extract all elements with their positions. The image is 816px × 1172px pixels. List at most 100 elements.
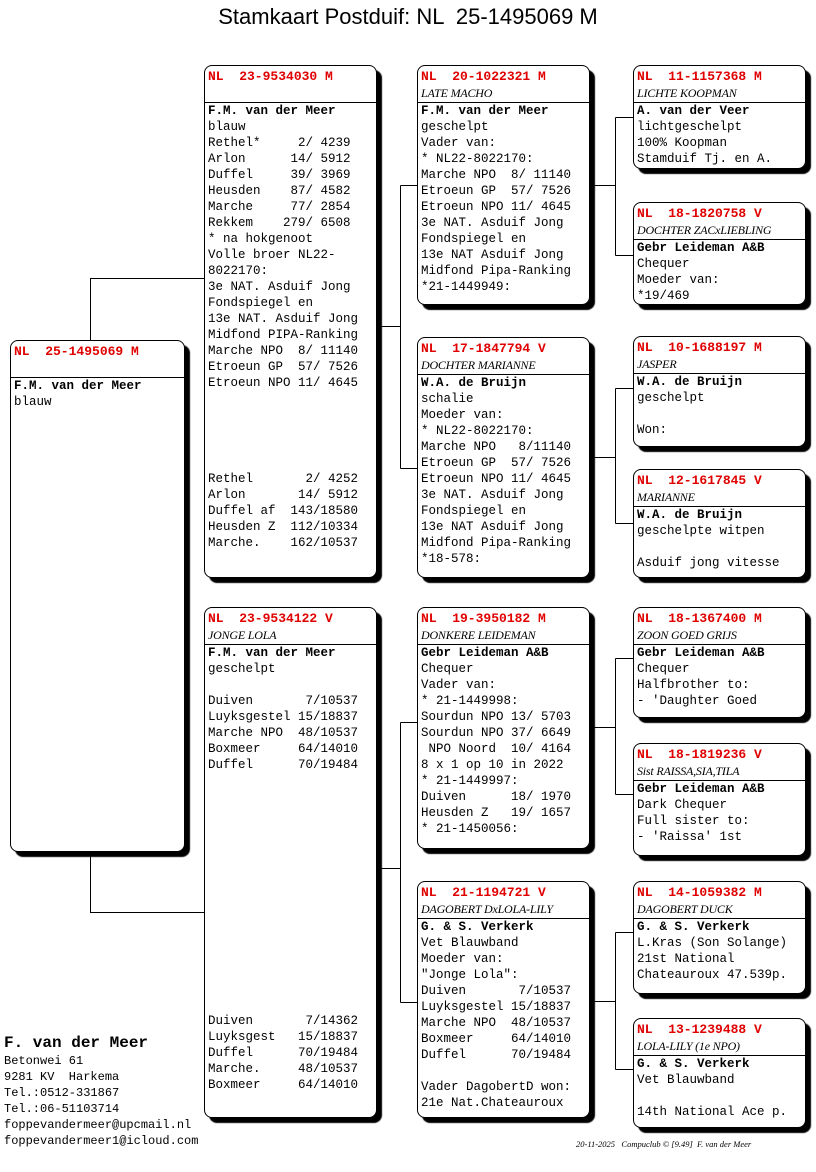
connector-sd-parents	[589, 388, 633, 524]
detail-line: Boxmeer 64/14010	[421, 1032, 572, 1046]
card-details: W.A. de Bruijn geschelpt Won:	[637, 374, 742, 438]
detail-line: blauw	[14, 395, 52, 409]
detail-line	[208, 837, 358, 853]
detail-line: Etroeun NPO 11/ 4645	[421, 472, 572, 486]
detail-line: Heusden Z 19/ 1657	[421, 806, 572, 820]
detail-line	[208, 949, 358, 965]
pigeon-name: Sist RAISSA,SIA,TILA	[637, 764, 740, 778]
detail-line: Moeder van:	[421, 952, 504, 966]
pigeon-name: JASPER	[637, 357, 677, 371]
ring-number: NL 21-1194721 V	[421, 885, 546, 900]
detail-line: Sourdun NPO 37/ 6649	[421, 726, 572, 740]
detail-line: 21st National	[637, 952, 735, 966]
contact-phone: Tel.:0512-331867	[4, 1086, 120, 1100]
detail-line: Fondspiegel en	[421, 504, 527, 518]
ring-number: NL 17-1847794 V	[421, 341, 546, 356]
detail-line: 8 x 1 op 10 in 2022	[421, 758, 564, 772]
detail-line: * NL22-8022170:	[421, 424, 534, 438]
pigeon-card-sss: NL 11-1157368 M LICHTE KOOPMAN A. van der …	[633, 65, 806, 169]
detail-line: Marche NPO 8/11140	[421, 440, 572, 454]
owner-name: G. & S. Verkerk	[637, 1057, 750, 1071]
ring-number: NL 14-1059382 M	[637, 885, 762, 900]
detail-line: 14th National Ace p.	[637, 1105, 788, 1119]
detail-line: Boxmeer 64/14010	[208, 742, 359, 756]
detail-line: Duiven 7/14362	[208, 1014, 359, 1028]
ring-number: NL 25-1495069 M	[14, 344, 139, 359]
owner-name: Gebr Leideman A&B	[637, 646, 765, 660]
detail-line	[637, 406, 742, 422]
detail-line: geschelpt	[208, 662, 276, 676]
detail-line	[208, 407, 358, 423]
owner-name: Gebr Leideman A&B	[421, 646, 549, 660]
contact-email[interactable]: foppevandermeer@upcmail.nl	[4, 1118, 192, 1132]
detail-line: 13e NAT. Asduif Jong	[208, 312, 359, 326]
detail-line: Won:	[637, 423, 668, 437]
pigeon-card-sdd: NL 12-1617845 V MARIANNE W.A. de Bruijn ges…	[633, 469, 806, 578]
connector-dd-parents	[589, 932, 633, 1070]
pigeon-name: LATE MACHO	[421, 86, 493, 100]
detail-line: Rekkem 279/ 6508	[208, 216, 351, 230]
card-details: Gebr Leideman A&B Chequer Vader van: * 21-1…	[421, 645, 571, 837]
connector-ds-parents	[589, 658, 633, 795]
ring-number: NL 13-1239488 V	[637, 1022, 762, 1037]
connector-ss-parents	[589, 117, 633, 256]
pigeon-card-ddd: NL 13-1239488 V LOLA-LILY (1e NPO) G. & S.…	[633, 1018, 806, 1128]
owner-name: G. & S. Verkerk	[637, 920, 750, 934]
detail-line	[208, 773, 358, 789]
owner-name: W.A. de Bruijn	[637, 375, 743, 389]
detail-line: *21-1449949:	[421, 280, 512, 294]
ring-number: NL 12-1617845 V	[637, 473, 762, 488]
detail-line: Vader DagobertD won:	[421, 1080, 572, 1094]
card-details: F.M. van der Meer geschelpt Vader van: * NL…	[421, 103, 571, 295]
pigeon-name: DOCHTER ZACxLIEBLING	[637, 223, 772, 237]
detail-line: Rethel 2/ 4252	[208, 472, 359, 486]
detail-line	[208, 821, 358, 837]
detail-line: Duffel af 143/18580	[208, 504, 359, 518]
detail-line: Arlon 14/ 5912	[208, 152, 351, 166]
detail-line: Marche. 48/10537	[208, 1062, 359, 1076]
card-divider	[205, 102, 376, 103]
detail-line: Marche. 162/10537	[208, 536, 359, 550]
card-divider	[418, 102, 589, 103]
detail-line: Fondspiegel en	[421, 232, 527, 246]
pigeon-card-dd: NL 21-1194721 V DAGOBERT DxLOLA-LILY G. & …	[417, 881, 590, 1118]
detail-line: Etroeun GP 57/ 7526	[208, 360, 359, 374]
card-details: G. & S. Verkerk Vet Blauwband 14th Nationa…	[637, 1056, 787, 1120]
detail-line: lichtgeschelpt	[637, 120, 743, 134]
contact-email-2[interactable]: foppevandermeer1@icloud.com	[4, 1134, 199, 1148]
detail-line: Asduif jong vitesse	[637, 556, 780, 570]
detail-line: 3e NAT. Asduif Jong	[421, 216, 564, 230]
card-details: A. van der Veer lichtgeschelpt 100% Koopma…	[637, 103, 772, 167]
detail-line: Etroeun NPO 11/ 4645	[421, 200, 572, 214]
card-details: Gebr Leideman A&B Chequer Halfbrother to: -…	[637, 645, 765, 709]
detail-line: * 21-1449997:	[421, 774, 519, 788]
ring-number: NL 18-1367400 M	[637, 611, 762, 626]
detail-line	[208, 439, 358, 455]
pigeon-name: LICHTE KOOPMAN	[637, 86, 737, 100]
ring-number: NL 23-9534122 V	[208, 611, 333, 626]
detail-line: L.Kras (Son Solange)	[637, 936, 788, 950]
owner-name: A. van der Veer	[637, 104, 750, 118]
detail-line: Boxmeer 64/14010	[208, 1078, 359, 1092]
detail-line: Chequer	[637, 257, 690, 271]
detail-line: 21e Nat.Chateauroux	[421, 1096, 564, 1110]
detail-line: 100% Koopman	[637, 136, 728, 150]
pigeon-name: DOCHTER MARIANNE	[421, 358, 536, 372]
detail-line	[421, 1063, 571, 1079]
ring-number: NL 20-1022321 M	[421, 69, 546, 84]
card-divider	[418, 918, 589, 919]
pigeon-name: DAGOBERT DUCK	[637, 902, 733, 916]
detail-line: Heusden Z 112/10334	[208, 520, 359, 534]
card-divider	[634, 918, 805, 919]
pigeon-card-dss: NL 18-1367400 M ZOON GOED GRIJS Gebr Leide…	[633, 607, 806, 718]
detail-line	[208, 789, 358, 805]
detail-line: blauw	[208, 120, 246, 134]
ring-number: NL 19-3950182 M	[421, 611, 546, 626]
connector-sire-parents	[376, 185, 417, 469]
connector-subject-sire	[90, 278, 204, 340]
detail-line: Arlon 14/ 5912	[208, 488, 359, 502]
detail-line	[208, 901, 358, 917]
ring-number: NL 23-9534030 M	[208, 69, 333, 84]
detail-line: - 'Daughter Goed	[637, 694, 758, 708]
detail-line	[208, 997, 358, 1013]
